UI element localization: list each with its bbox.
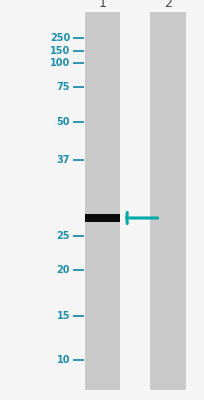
Text: 50: 50	[57, 117, 70, 127]
Text: 15: 15	[57, 311, 70, 321]
Bar	[84, 12, 120, 390]
Bar	[149, 12, 185, 390]
Text: 37: 37	[57, 155, 70, 165]
Bar	[84, 214, 120, 222]
Text: 150: 150	[50, 46, 70, 56]
Text: 20: 20	[57, 265, 70, 275]
Text: 75: 75	[57, 82, 70, 92]
Text: 250: 250	[50, 33, 70, 43]
Text: 25: 25	[57, 231, 70, 241]
Text: 2: 2	[163, 0, 171, 10]
Text: 100: 100	[50, 58, 70, 68]
Text: 10: 10	[57, 355, 70, 365]
Text: 1: 1	[98, 0, 106, 10]
